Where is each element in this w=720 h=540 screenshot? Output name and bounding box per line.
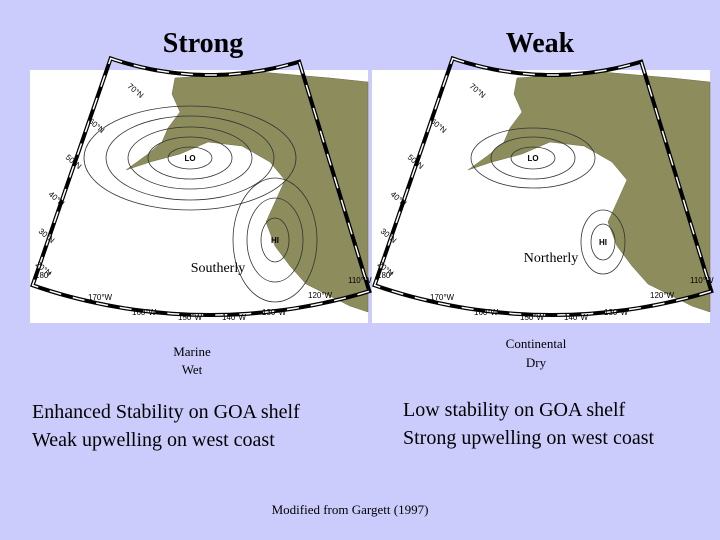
wind-label: Northerly xyxy=(524,251,578,266)
air-type: Dry xyxy=(526,355,547,370)
longitude-label: 110°W xyxy=(348,276,372,285)
land xyxy=(467,71,711,313)
statement: Low stability on GOA shelf xyxy=(403,399,626,421)
map-border xyxy=(30,55,372,318)
wind-label: Southerly xyxy=(191,261,245,276)
panel-title: Weak xyxy=(506,28,575,59)
longitude-label: 150°W xyxy=(178,313,203,322)
isobar xyxy=(580,209,626,275)
statement: Strong upwelling on west coast xyxy=(403,427,655,449)
longitude-label: 180° xyxy=(377,271,394,280)
statement: Enhanced Stability on GOA shelf xyxy=(32,401,300,423)
isobar xyxy=(127,126,253,190)
longitude-label: 130°W xyxy=(262,308,287,317)
longitude-label: 110°W xyxy=(690,276,714,285)
low-pressure-label: LO xyxy=(184,154,195,163)
longitude-label: 170°W xyxy=(88,293,113,302)
isobar xyxy=(232,177,318,303)
isobar xyxy=(105,115,275,201)
isobar xyxy=(147,136,233,180)
isobar xyxy=(83,105,297,211)
air-type: Continental xyxy=(506,336,567,351)
isobar xyxy=(590,223,616,261)
longitude-label: 140°W xyxy=(222,313,247,322)
citation: Modified from Gargett (1997) xyxy=(272,502,429,517)
longitude-label: 160°W xyxy=(132,308,157,317)
air-type: Marine xyxy=(173,344,211,359)
isobar xyxy=(510,146,556,170)
isobar xyxy=(167,146,213,170)
longitude-label: 170°W xyxy=(430,293,455,302)
longitude-label: 160°W xyxy=(474,308,499,317)
longitude-label: 120°W xyxy=(308,291,333,300)
air-type: Wet xyxy=(182,362,203,377)
panel-title: Strong xyxy=(163,28,243,59)
low-pressure-label: LO xyxy=(527,154,538,163)
longitude-label: 130°W xyxy=(604,308,629,317)
isobar xyxy=(260,217,290,263)
map: LOHI70°N60°N50°N40°N30°N20°N180°170°W160… xyxy=(372,55,714,323)
longitude-label: 140°W xyxy=(564,313,589,322)
high-pressure-label: HI xyxy=(271,236,279,245)
isobar xyxy=(470,127,596,189)
map-border xyxy=(372,55,714,318)
map: LOHI70°N60°N50°N40°N30°N20°N180°170°W160… xyxy=(30,55,372,323)
statement: Weak upwelling on west coast xyxy=(32,429,275,451)
longitude-label: 150°W xyxy=(520,313,545,322)
longitude-label: 120°W xyxy=(650,291,675,300)
high-pressure-label: HI xyxy=(599,238,607,247)
longitude-label: 180° xyxy=(35,271,52,280)
isobar xyxy=(490,136,576,180)
isobar xyxy=(246,197,304,283)
